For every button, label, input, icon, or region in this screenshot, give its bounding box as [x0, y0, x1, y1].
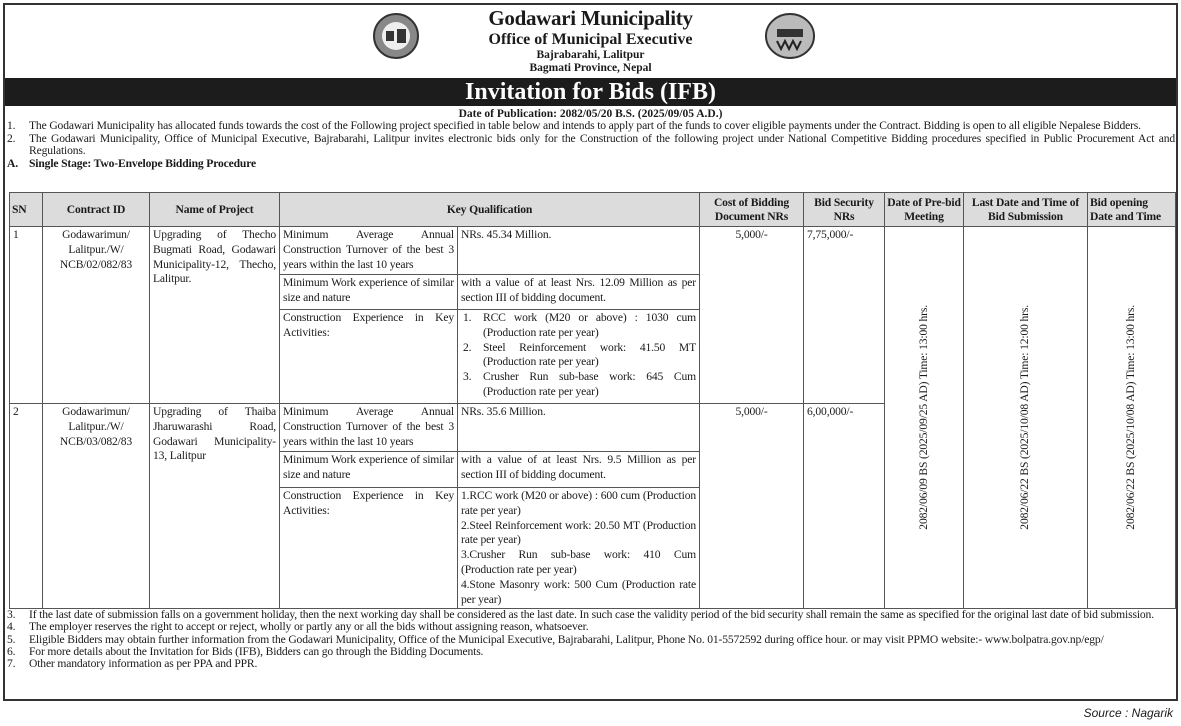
col-sn: SN	[9, 192, 43, 227]
cell-contract-id: Godawarimun/ Lalitpur./W/ NCB/02/082/83	[42, 226, 150, 404]
activity-item: 4.Stone Masonry work: 500 Cum (Productio…	[461, 577, 696, 606]
item-number: 2.	[463, 340, 472, 354]
opening-date: 2082/06/22 BS (2025/10/08 AD) Time: 13:0…	[1124, 305, 1138, 531]
note-item: 5. Eligible Bidders may obtain further in…	[7, 632, 1175, 646]
cell-qual-value: with a value of at least Nrs. 9.5 Millio…	[457, 451, 700, 488]
cell-contract-id: Godawarimun/ Lalitpur./W/ NCB/03/082/83	[42, 402, 150, 610]
cell-cost: 5,000/-	[699, 226, 804, 404]
cell-cost: 5,000/-	[699, 402, 804, 610]
table-subrow: Construction Experience in Key Activitie…	[10, 486, 1176, 610]
item-number: 5.	[7, 632, 16, 646]
activity-item: 3. Crusher Run sub-base work: 645 Cum (Pr…	[461, 370, 696, 400]
cell-qual-label: Minimum Average Annual Construction Turn…	[279, 403, 458, 452]
table-header-row: SN Contract ID Name of Project Key Quali…	[9, 192, 1176, 227]
activity-item: 1.RCC work (M20 or above) : 600 cum (Pro…	[461, 489, 696, 517]
office-name: Office of Municipal Executive	[488, 31, 693, 48]
col-security: Bid Security NRs	[803, 192, 885, 227]
note-item: 6. For more details about the Invitation …	[7, 644, 1175, 658]
notes: 3. If the last date of submission falls o…	[7, 608, 1175, 671]
col-key-qualification: Key Qualification	[279, 192, 700, 227]
item-number: 7.	[7, 657, 16, 671]
activity-item: 3.Crusher Run sub-base work: 410 Cum (Pr…	[461, 548, 696, 576]
item-number: 1.	[7, 119, 16, 132]
address-line-1: Bajrabarahi, Lalitpur	[536, 49, 645, 61]
col-opening: Bid opening Date and Time	[1087, 192, 1176, 227]
table-row: 2 Godawarimun/ Lalitpur./W/ NCB/03/082/8…	[9, 402, 1176, 610]
activity-item: 2.Steel Reinforcement work: 20.50 MT (Pr…	[461, 518, 696, 547]
cell-qual-label: Minimum Average Annual Construction Turn…	[279, 226, 458, 275]
submission-date: 2082/06/22 BS (2025/10/08 AD) Time: 12:0…	[1018, 305, 1032, 531]
cell-security: 6,00,000/-	[803, 402, 885, 610]
note-item: 4. The employer reserves the right to acc…	[7, 620, 1175, 634]
cell-sn: 2	[9, 402, 43, 610]
col-project: Name of Project	[149, 192, 280, 227]
cell-security: 7,75,000/-	[803, 226, 885, 404]
item-number: 6.	[7, 644, 16, 658]
prebid-date: 2082/06/09 BS (2025/09/25 AD) Time: 13:0…	[916, 305, 930, 531]
note-item: 7. Other mandatory information as per PPA…	[7, 657, 1175, 671]
notice-frame: Godawari Municipality Office of Municipa…	[3, 3, 1178, 701]
note-item: 3. If the last date of submission falls o…	[7, 608, 1175, 621]
cell-project: Upgrading of Thaiba Jharuwarashi Road, G…	[149, 402, 280, 610]
col-contract-id: Contract ID	[42, 192, 150, 227]
item-text: Eligible Bidders may obtain further info…	[29, 632, 1104, 646]
cell-qual-value: with a value of at least Nrs. 12.09 Mill…	[457, 274, 700, 310]
item-number: 4.	[7, 620, 16, 634]
col-prebid: Date of Pre-bid Meeting	[884, 192, 964, 227]
nepal-emblem-icon	[373, 13, 419, 59]
cell-opening: 2082/06/22 BS (2025/10/08 AD) Time: 13:0…	[1087, 225, 1176, 610]
cell-sn: 1	[9, 226, 43, 404]
item-number: 3.	[463, 370, 472, 384]
item-number: 2.	[7, 131, 16, 145]
notice-title: Invitation for Bids (IFB)	[5, 78, 1176, 106]
activity-item: 1. RCC work (M20 or above) : 1030 cum (Pr…	[461, 311, 696, 341]
cell-qual-value: 1.RCC work (M20 or above) : 600 cum (Pro…	[457, 486, 700, 610]
activity-item: 2. Steel Reinforcement work: 41.50 MT (Pr…	[461, 341, 696, 371]
table-subrow: Minimum Work experience of similar size …	[10, 274, 1176, 310]
col-submission: Last Date and Time of Bid Submission	[963, 192, 1088, 227]
item-number: A.	[7, 156, 18, 170]
cell-qual-value: 1. RCC work (M20 or above) : 1030 cum (Pr…	[457, 309, 700, 404]
item-text: If the last date of submission falls on …	[29, 608, 1154, 621]
source-credit: Source : Nagarik	[1083, 706, 1173, 720]
cell-qual-label: Minimum Work experience of similar size …	[279, 274, 458, 310]
notice-header: Godawari Municipality Office of Municipa…	[5, 5, 1176, 79]
item-text: The employer reserves the right to accep…	[29, 620, 589, 634]
item-number: 1.	[463, 311, 472, 324]
cell-qual-value: NRs. 45.34 Million.	[457, 226, 700, 275]
item-text: The Godawari Municipality has allocated …	[29, 119, 1141, 132]
org-name: Godawari Municipality	[488, 6, 693, 30]
table-subrow: Minimum Work experience of similar size …	[10, 451, 1176, 488]
item-text: Other mandatory information as per PPA a…	[29, 657, 258, 671]
bids-table: SN Contract ID Name of Project Key Quali…	[9, 192, 1176, 610]
cell-qual-label: Construction Experience in Key Activitie…	[279, 486, 458, 610]
intro-item: 1. The Godawari Municipality has allocate…	[7, 119, 1175, 133]
intro-item: A. Single Stage: Two-Envelope Bidding Pro…	[7, 156, 1175, 171]
item-text: For more details about the Invitation fo…	[29, 644, 484, 658]
cell-submission: 2082/06/22 BS (2025/10/08 AD) Time: 12:0…	[963, 225, 1088, 610]
publication-date: Date of Publication: 2082/05/20 B.S. (20…	[458, 108, 723, 120]
item-text: Single Stage: Two-Envelope Bidding Proce…	[29, 156, 257, 170]
table-row: 1 Godawarimun/ Lalitpur./W/ NCB/02/082/8…	[9, 225, 1176, 610]
col-cost: Cost of Bidding Document NRs	[699, 192, 804, 227]
cell-prebid: 2082/06/09 BS (2025/09/25 AD) Time: 13:0…	[884, 225, 964, 610]
item-text: Steel Reinforcement work: 41.50 MT (Prod…	[483, 340, 696, 369]
table-subrow: Construction Experience in Key Activitie…	[10, 309, 1176, 404]
intro-paragraphs: 1. The Godawari Municipality has allocate…	[7, 119, 1175, 171]
cell-qual-label: Construction Experience in Key Activitie…	[279, 309, 458, 404]
item-text: Crusher Run sub-base work: 645 Cum (Prod…	[483, 370, 696, 398]
cell-project: Upgrading of Thecho Bugmati Road, Godawa…	[149, 226, 280, 404]
address-line-2: Bagmati Province, Nepal	[529, 62, 652, 74]
cell-qual-value: NRs. 35.6 Million.	[457, 403, 700, 452]
item-text: RCC work (M20 or above) : 1030 cum (Prod…	[483, 311, 696, 339]
item-text: The Godawari Municipality, Office of Mun…	[29, 131, 1175, 157]
municipality-seal-icon	[765, 13, 815, 59]
intro-item: 2. The Godawari Municipality, Office of M…	[7, 131, 1175, 158]
cell-qual-label: Minimum Work experience of similar size …	[279, 451, 458, 488]
item-number: 3.	[7, 608, 16, 621]
